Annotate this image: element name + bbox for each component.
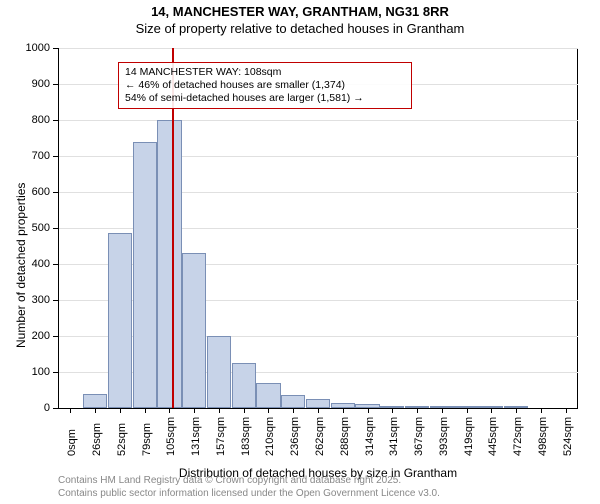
- chart-header: 14, MANCHESTER WAY, GRANTHAM, NG31 8RR S…: [0, 4, 600, 36]
- y-tick-label: 900: [10, 78, 50, 90]
- annotation-line: 54% of semi-detached houses are larger (…: [125, 92, 405, 105]
- x-tick-label: 524sqm: [562, 417, 574, 456]
- x-tick-label: 314sqm: [364, 417, 376, 456]
- y-tick-label: 1000: [10, 42, 50, 54]
- x-tick-label: 105sqm: [165, 417, 177, 456]
- histogram-bar: [256, 383, 280, 408]
- x-tick-label: 26sqm: [91, 423, 103, 456]
- histogram-bar: [207, 336, 231, 408]
- x-tick-label: 131sqm: [190, 417, 202, 456]
- chart-subtitle: Size of property relative to detached ho…: [0, 21, 600, 36]
- grid-line: [58, 48, 578, 49]
- histogram-bar: [157, 120, 181, 408]
- x-tick-label: 79sqm: [141, 423, 153, 456]
- address-title: 14, MANCHESTER WAY, GRANTHAM, NG31 8RR: [0, 4, 600, 19]
- y-tick-label: 0: [10, 402, 50, 414]
- histogram-bar: [133, 142, 157, 408]
- x-tick-label: 0sqm: [66, 429, 78, 456]
- footer-line1: Contains HM Land Registry data © Crown c…: [58, 475, 440, 488]
- histogram-bar: [182, 253, 206, 408]
- histogram-bar: [108, 233, 132, 408]
- histogram-bar: [281, 395, 305, 408]
- x-tick-label: 52sqm: [116, 423, 128, 456]
- annotation-line: ← 46% of detached houses are smaller (1,…: [125, 79, 405, 92]
- x-tick-label: 419sqm: [463, 417, 475, 456]
- x-axis-line: [58, 408, 578, 409]
- histogram-bar: [232, 363, 256, 408]
- y-axis-line: [58, 48, 59, 408]
- x-tick-label: 183sqm: [240, 417, 252, 456]
- x-tick-label: 262sqm: [314, 417, 326, 456]
- x-tick-label: 288sqm: [339, 417, 351, 456]
- x-tick-label: 472sqm: [512, 417, 524, 456]
- footer-line2: Contains public sector information licen…: [58, 488, 440, 501]
- annotation-line: 14 MANCHESTER WAY: 108sqm: [125, 66, 405, 79]
- annotation-box: 14 MANCHESTER WAY: 108sqm← 46% of detach…: [118, 62, 412, 109]
- chart-area: 010020030040050060070080090010000sqm26sq…: [58, 48, 578, 408]
- footer-attribution: Contains HM Land Registry data © Crown c…: [58, 475, 440, 500]
- y-tick-label: 800: [10, 114, 50, 126]
- y-axis-label: Number of detached properties: [14, 183, 28, 348]
- x-tick-label: 236sqm: [289, 417, 301, 456]
- histogram-bar: [306, 399, 330, 408]
- x-tick-label: 367sqm: [413, 417, 425, 456]
- y-tick-label: 100: [10, 366, 50, 378]
- plot-area: 010020030040050060070080090010000sqm26sq…: [58, 48, 578, 408]
- x-tick-label: 498sqm: [537, 417, 549, 456]
- x-tick-label: 393sqm: [438, 417, 450, 456]
- x-tick-label: 210sqm: [264, 417, 276, 456]
- x-tick-label: 157sqm: [215, 417, 227, 456]
- x-tick-label: 341sqm: [388, 417, 400, 456]
- histogram-bar: [83, 394, 107, 408]
- grid-line: [58, 120, 578, 121]
- x-tick-label: 445sqm: [487, 417, 499, 456]
- y-tick-label: 700: [10, 150, 50, 162]
